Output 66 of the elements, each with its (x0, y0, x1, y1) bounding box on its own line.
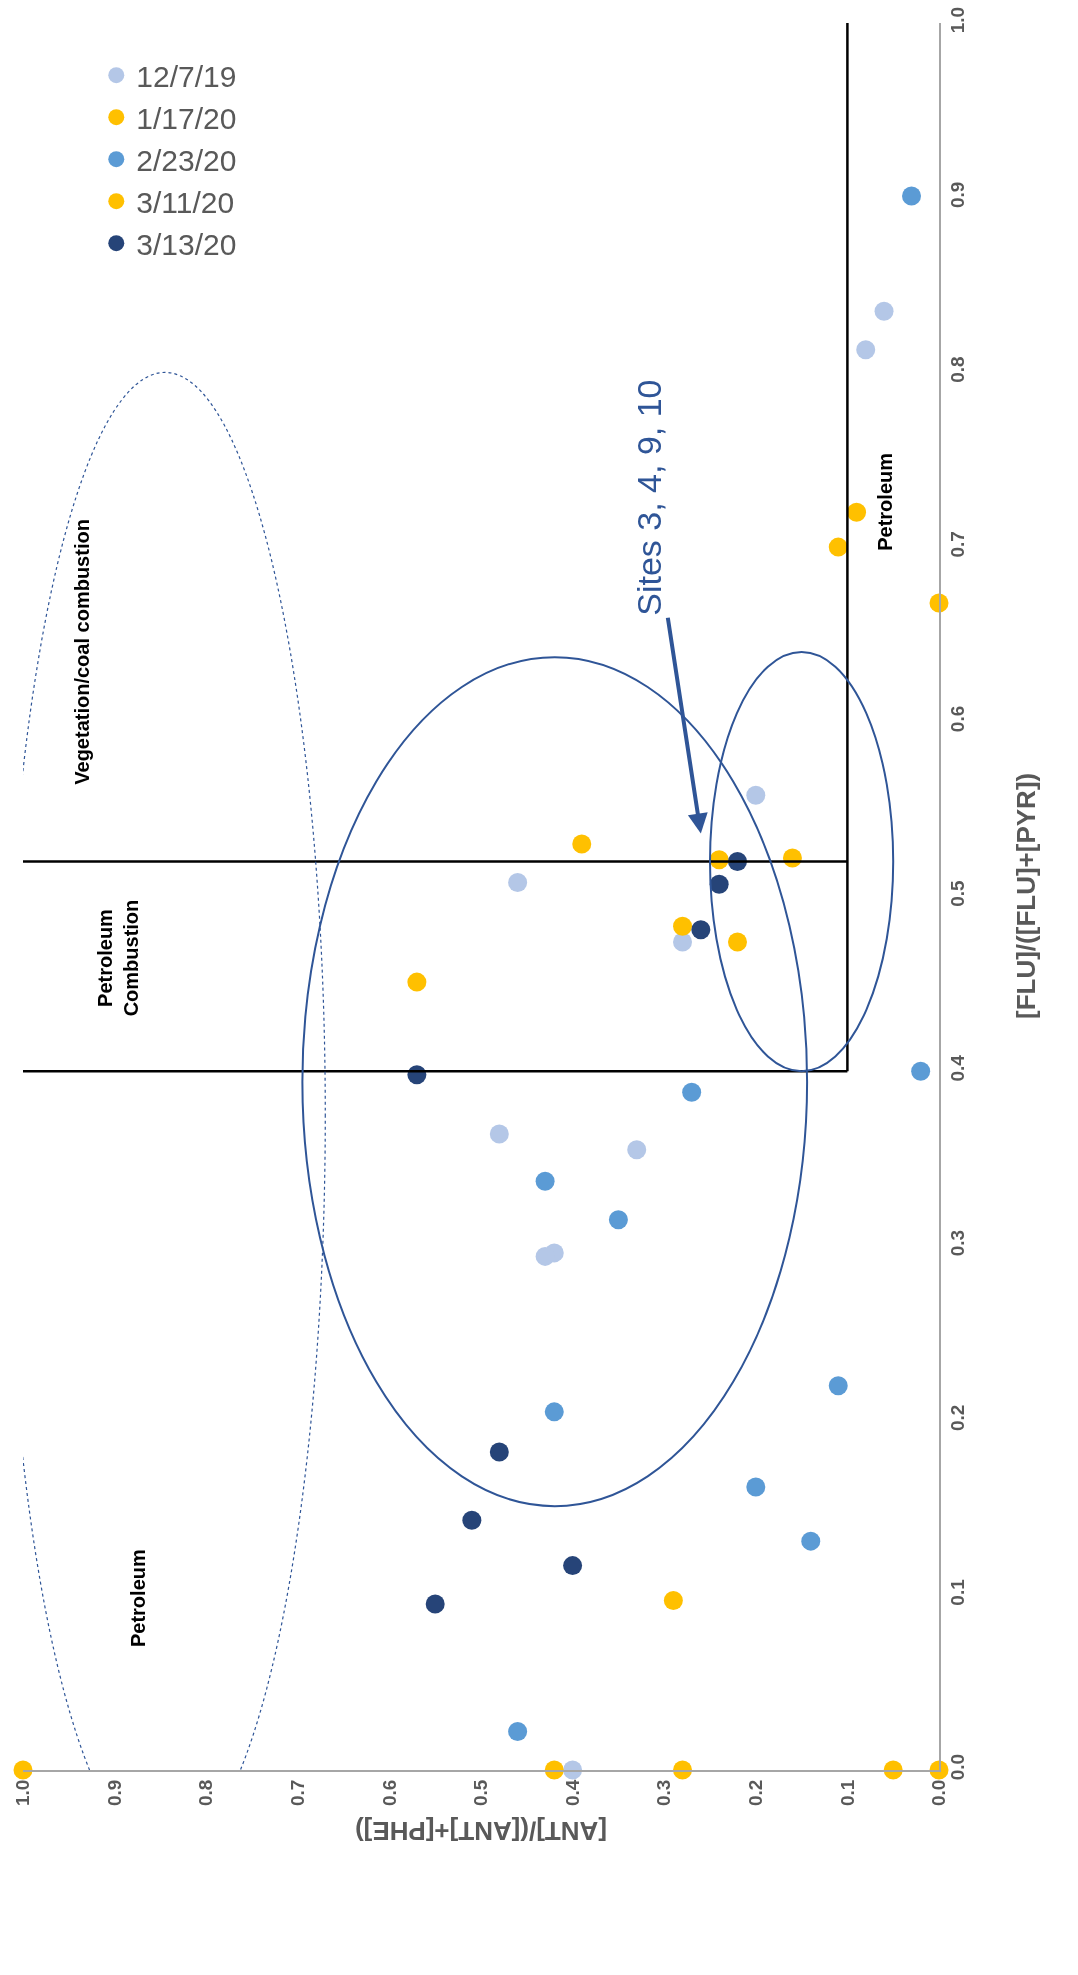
y-axis-title: [FLU]/([FLU]+[PYR]) (1011, 772, 1042, 1020)
x-tick-label: 0.3 (653, 1779, 675, 1807)
point (544, 1402, 564, 1422)
point (407, 972, 427, 992)
point (572, 834, 592, 854)
point (563, 1556, 583, 1576)
point (673, 932, 693, 952)
annotation: Petroleum Combustion (94, 899, 143, 1017)
y-tick-label: 0.9 (946, 181, 968, 209)
x-tick-label: 0.0 (928, 1779, 950, 1807)
y-tick-label: 0.0 (946, 1753, 968, 1781)
point (425, 1594, 445, 1614)
legend-label: 3/11/20 (136, 185, 235, 219)
point (489, 1124, 509, 1144)
point (801, 1531, 821, 1551)
y-tick-label: 0.5 (946, 880, 968, 907)
y-tick-label: 0.3 (946, 1229, 968, 1257)
point (746, 1477, 766, 1497)
point (746, 785, 766, 805)
point (663, 1591, 683, 1611)
point (682, 1082, 702, 1102)
annotation: Vegetation/coal combustion (70, 519, 93, 785)
point (856, 340, 876, 360)
x-tick-label: 0.7 (286, 1779, 308, 1807)
point (535, 1171, 555, 1191)
point (874, 301, 894, 321)
point (535, 1246, 555, 1266)
point (608, 1210, 628, 1230)
y-tick-label: 0.2 (946, 1404, 968, 1431)
legend-label: 3/13/20 (136, 227, 237, 261)
point (709, 874, 729, 894)
point (627, 1140, 647, 1160)
point (727, 932, 747, 952)
point (13, 1760, 33, 1780)
y-tick-label: 0.6 (946, 705, 968, 733)
y-tick-label: 0.7 (946, 531, 968, 558)
x-tick-label: 0.8 (195, 1779, 217, 1807)
point (489, 1442, 509, 1462)
x-tick-label: 0.2 (744, 1779, 766, 1807)
x-axis-title: [ANT]/([ANT]+[PHE]) (354, 1816, 607, 1847)
x-tick-label: 0.6 (378, 1779, 400, 1807)
y-tick-label: 0.1 (946, 1578, 968, 1606)
point (508, 1722, 528, 1742)
y-tick-label: 0.8 (946, 356, 968, 383)
point (828, 1376, 848, 1396)
y-tick-label: 0.4 (946, 1054, 968, 1082)
point (911, 1061, 931, 1081)
point (462, 1510, 482, 1530)
legend-label: 1/17/20 (136, 101, 237, 135)
annotation: Petroleum (127, 1549, 150, 1648)
point (902, 186, 922, 206)
point (847, 502, 867, 522)
y-tick-label: 1.0 (946, 6, 968, 34)
annotation: Petroleum (873, 452, 896, 551)
x-tick-label: 1.0 (12, 1779, 34, 1807)
point (673, 916, 693, 936)
x-tick-label: 0.1 (836, 1779, 858, 1807)
legend-label: 2/23/20 (136, 143, 237, 177)
legend-label: 12/7/19 (136, 59, 237, 93)
point (508, 873, 528, 893)
point (691, 920, 711, 940)
point (828, 537, 848, 557)
annotation: Sites 3, 4, 9, 10 (630, 379, 669, 616)
x-tick-label: 0.5 (470, 1779, 492, 1807)
x-tick-label: 0.4 (561, 1779, 583, 1807)
x-tick-label: 0.9 (103, 1779, 125, 1807)
